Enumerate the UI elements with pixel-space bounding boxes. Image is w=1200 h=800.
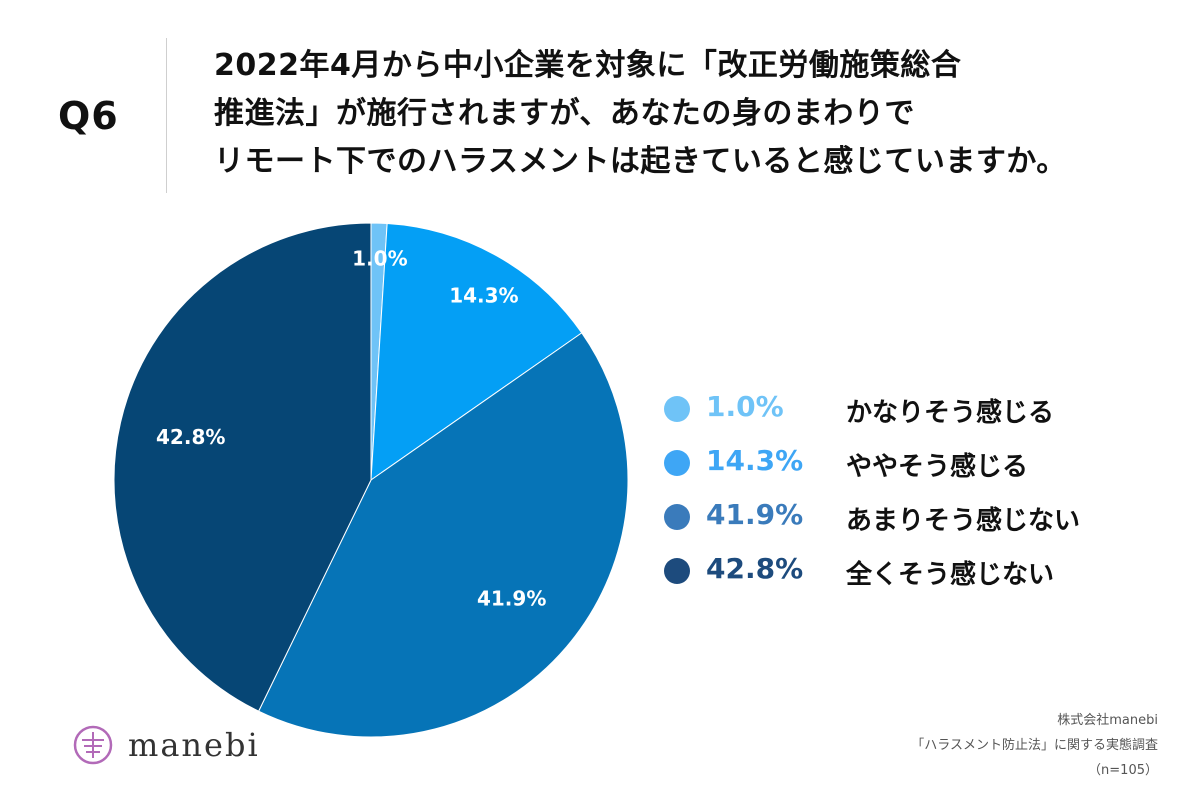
legend-dot-2 (664, 450, 690, 476)
slice-label-2: 14.3% (449, 283, 518, 307)
pie-slice-3 (257, 332, 629, 738)
slice-label-4: 42.8% (156, 425, 225, 449)
source-survey: 「ハラスメント防止法」に関する実態調査 (911, 738, 1158, 753)
legend-pct-2: 14.3% (706, 444, 804, 477)
legend-label-3: あまりそう感じない (846, 506, 1081, 536)
legend-dot-1 (664, 396, 690, 422)
slice-label-3: 41.9% (477, 587, 546, 611)
legend-dot-4 (664, 558, 690, 584)
source-sample: （n=105） (1088, 763, 1158, 778)
legend: 1.0% かなりそう感じる 14.3% ややそう感じる 41.9% あまりそう感… (664, 382, 1184, 598)
question-number: Q6 (58, 94, 119, 138)
legend-item-1: 1.0% かなりそう感じる (664, 382, 1184, 436)
source-note: 株式会社manebi 「ハラスメント防止法」に関する実態調査 （n=105） (798, 708, 1158, 783)
legend-label-1: かなりそう感じる (846, 398, 1055, 428)
legend-item-4: 42.8% 全くそう感じない (664, 544, 1184, 598)
question-text: 2022年4月から中小企業を対象に「改正労働施策総合 推進法」が施行されますが、… (214, 42, 1194, 186)
slice-label-1: 1.0% (352, 247, 407, 271)
question-line-2: 推進法」が施行されますが、あなたの身のまわりで (214, 96, 915, 131)
legend-label-2: ややそう感じる (846, 452, 1029, 482)
question-line-3: リモート下でのハラスメントは起きていると感じていますか。 (214, 144, 1067, 179)
logo-mark-icon (73, 725, 113, 765)
legend-dot-3 (664, 504, 690, 530)
legend-pct-3: 41.9% (706, 498, 804, 531)
legend-item-3: 41.9% あまりそう感じない (664, 490, 1184, 544)
legend-pct-4: 42.8% (706, 552, 804, 585)
logo-text: manebi (128, 726, 260, 764)
legend-pct-1: 1.0% (706, 390, 784, 423)
pie-slice-2 (370, 222, 583, 482)
legend-item-2: 14.3% ややそう感じる (664, 436, 1184, 490)
pie-slice-4 (113, 222, 372, 712)
legend-label-4: 全くそう感じない (846, 560, 1055, 590)
divider (166, 38, 167, 193)
source-company: 株式会社manebi (1057, 713, 1158, 728)
question-line-1: 2022年4月から中小企業を対象に「改正労働施策総合 (214, 48, 962, 83)
